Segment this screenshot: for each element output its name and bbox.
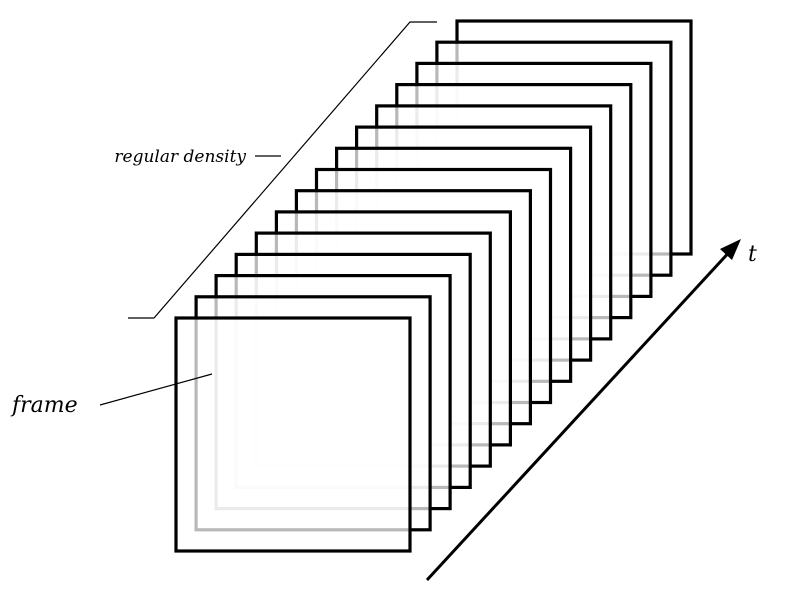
- time-axis-arrowhead: [720, 239, 741, 260]
- density-bracket: [128, 21, 437, 319]
- frame-stack: [174, 19, 693, 553]
- frame-front: [174, 316, 412, 553]
- time-axis-label: t: [748, 242, 757, 267]
- frame-leader-line: [99, 373, 213, 406]
- frame-label: frame: [10, 393, 78, 418]
- time-axis-arrow: [425, 246, 735, 582]
- density-label: regular density: [114, 147, 246, 167]
